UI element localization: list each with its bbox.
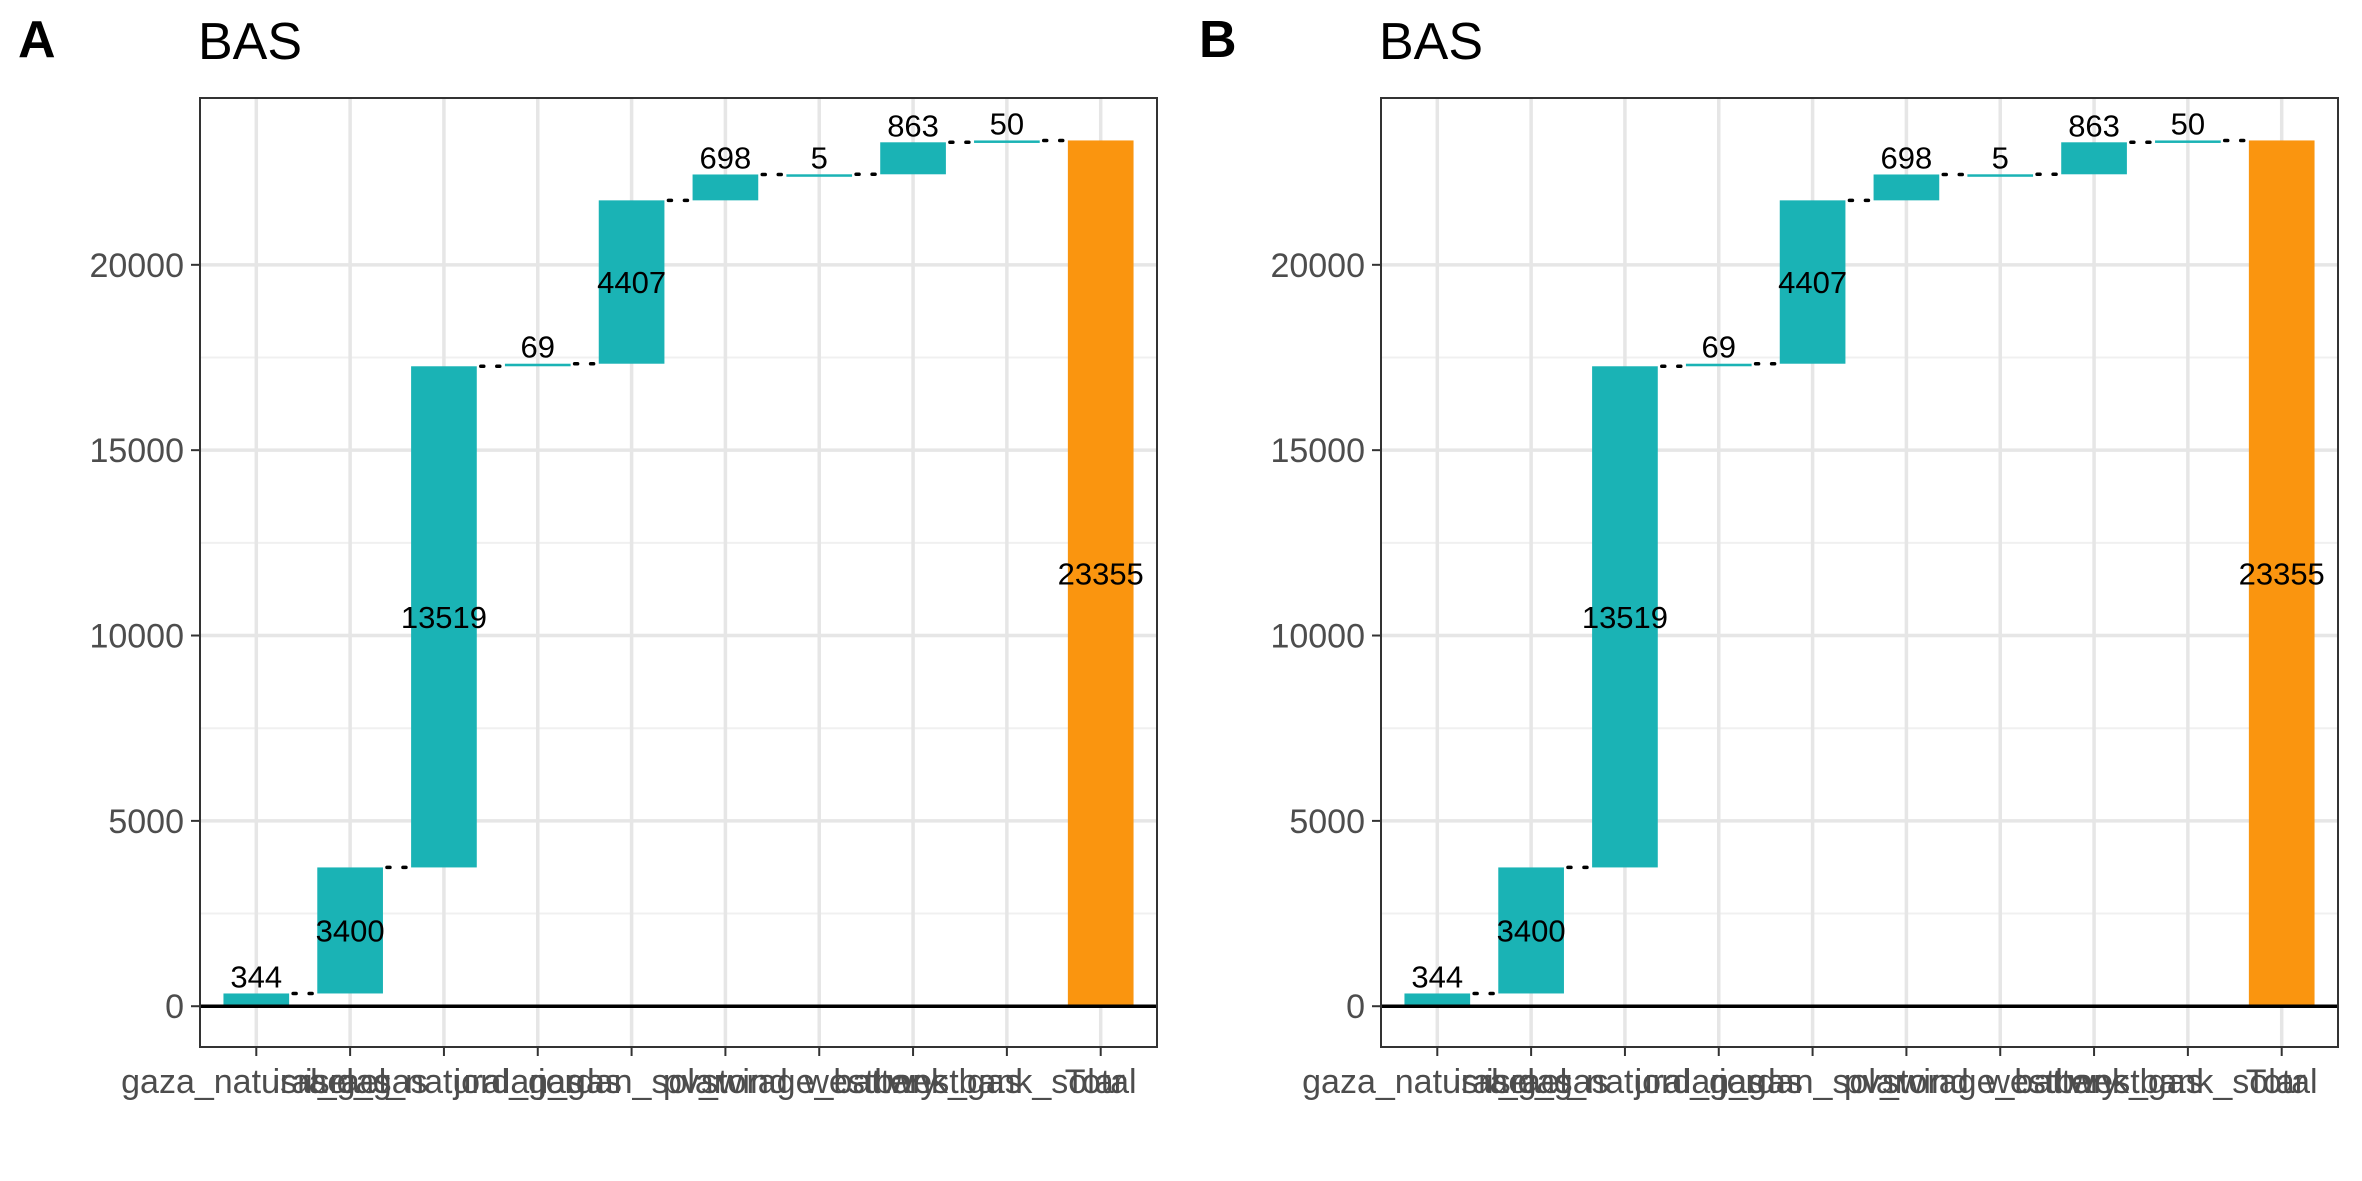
plot-border bbox=[199, 97, 1158, 1048]
step-bar bbox=[786, 174, 853, 177]
y-tick-label: 15000 bbox=[1270, 432, 1365, 470]
bar-value-label: 863 bbox=[2068, 108, 2120, 143]
bar-value-label: 50 bbox=[990, 106, 1024, 141]
panel-tag-b: B bbox=[1199, 11, 1237, 69]
bar-value-label: 23355 bbox=[2239, 556, 2325, 591]
waterfall-chart-a: 344 3400 13519 69 4407 698 5 863 50 23355 0 5000 100… bbox=[89, 97, 1158, 1101]
step-bar bbox=[1592, 366, 1658, 868]
bar-value-label: 698 bbox=[1881, 140, 1933, 175]
step-bar bbox=[223, 993, 290, 1007]
step-bar bbox=[974, 140, 1040, 143]
x-tick-label: jordan_solar bbox=[537, 1063, 725, 1101]
bar-value-label: 3400 bbox=[316, 913, 385, 948]
total-bar bbox=[2248, 140, 2315, 1007]
x-tick-label: gaza_natural_gas bbox=[121, 1063, 391, 1101]
step-bar bbox=[504, 363, 571, 367]
step-bar bbox=[1873, 174, 1940, 201]
step-bar bbox=[1498, 867, 1564, 994]
step-bar bbox=[1779, 200, 1846, 364]
step-bar bbox=[2155, 140, 2221, 143]
total-bar bbox=[1067, 140, 1134, 1007]
chart-panel-a: 344 3400 13519 69 4407 698 5 863 50 23355 0 5000 100… bbox=[18, 11, 1158, 1101]
x-tick-label: jordan_gas bbox=[1634, 1063, 1803, 1101]
bar-value-label: 13519 bbox=[401, 600, 487, 635]
y-tick-label: 20000 bbox=[1270, 247, 1365, 285]
bar-value-label: 69 bbox=[521, 330, 555, 365]
x-tick-label: westbank_solar bbox=[2069, 1063, 2306, 1101]
y-tick-label: 10000 bbox=[89, 618, 184, 656]
step-bar bbox=[1685, 363, 1752, 367]
step-bar bbox=[598, 200, 665, 364]
bar-value-label: 863 bbox=[887, 108, 939, 143]
x-tick-label: gaza_natural_gas bbox=[1302, 1063, 1572, 1101]
bar-value-label: 344 bbox=[1411, 959, 1463, 994]
y-tick-label: 20000 bbox=[89, 247, 184, 285]
x-tick-label: westbank_gas bbox=[803, 1063, 1021, 1101]
panel-tag-a: A bbox=[18, 11, 56, 69]
x-tick-label: israel_natural_gas bbox=[1486, 1063, 1764, 1101]
step-bar bbox=[411, 366, 477, 868]
step-bar bbox=[880, 142, 946, 175]
chart-title-b: BAS bbox=[1379, 13, 1484, 71]
bar-value-label: 3400 bbox=[1497, 913, 1566, 948]
chart-panel-b: 344 3400 13519 69 4407 698 5 863 50 23355 0 5000 100… bbox=[1181, 0, 2362, 1181]
bar-value-label: 50 bbox=[2171, 106, 2205, 141]
bar-value-label: 4407 bbox=[1778, 265, 1847, 300]
x-tick-label: Total bbox=[1065, 1063, 1137, 1101]
bar-value-label: 698 bbox=[700, 140, 752, 175]
step-bar bbox=[1967, 174, 2034, 177]
bar-value-label: 344 bbox=[230, 959, 282, 994]
plot-border bbox=[1380, 97, 2339, 1048]
x-tick-label: Total bbox=[2246, 1063, 2318, 1101]
x-tick-label: storage_battery bbox=[701, 1063, 937, 1101]
x-tick-label: westbank_gas bbox=[1984, 1063, 2202, 1101]
step-bar bbox=[2061, 142, 2127, 175]
step-bar bbox=[1404, 993, 1471, 1007]
bar-value-label: 13519 bbox=[1582, 600, 1668, 635]
bar-value-label: 23355 bbox=[1058, 556, 1144, 591]
step-bar bbox=[692, 174, 759, 201]
bar-value-label: 5 bbox=[811, 140, 828, 175]
y-tick-label: 5000 bbox=[1289, 803, 1365, 841]
x-tick-label: israel_gas bbox=[273, 1063, 428, 1101]
x-tick-label: pv_wind bbox=[1844, 1063, 1969, 1101]
y-tick-label: 10000 bbox=[1270, 618, 1365, 656]
waterfall-chart-b: 344 3400 13519 69 4407 698 5 863 50 23355 0 5000 100… bbox=[1270, 97, 2339, 1101]
y-tick-label: 0 bbox=[165, 988, 184, 1026]
chart-title-a: BAS bbox=[198, 13, 303, 71]
x-tick-label: westbank_solar bbox=[888, 1063, 1125, 1101]
x-tick-label: jordan_solar bbox=[1718, 1063, 1906, 1101]
x-tick-label: israel_gas bbox=[1454, 1063, 1609, 1101]
y-tick-label: 15000 bbox=[89, 432, 184, 470]
x-tick-label: jordan_gas bbox=[453, 1063, 622, 1101]
bar-value-label: 5 bbox=[1992, 140, 2009, 175]
x-tick-label: pv_wind bbox=[663, 1063, 788, 1101]
step-bar bbox=[317, 867, 383, 994]
y-tick-label: 0 bbox=[1346, 988, 1365, 1026]
x-tick-label: israel_natural_gas bbox=[305, 1063, 583, 1101]
x-tick-label: storage_battery bbox=[1882, 1063, 2118, 1101]
y-tick-label: 5000 bbox=[108, 803, 184, 841]
bar-value-label: 69 bbox=[1702, 330, 1736, 365]
bar-value-label: 4407 bbox=[597, 265, 666, 300]
